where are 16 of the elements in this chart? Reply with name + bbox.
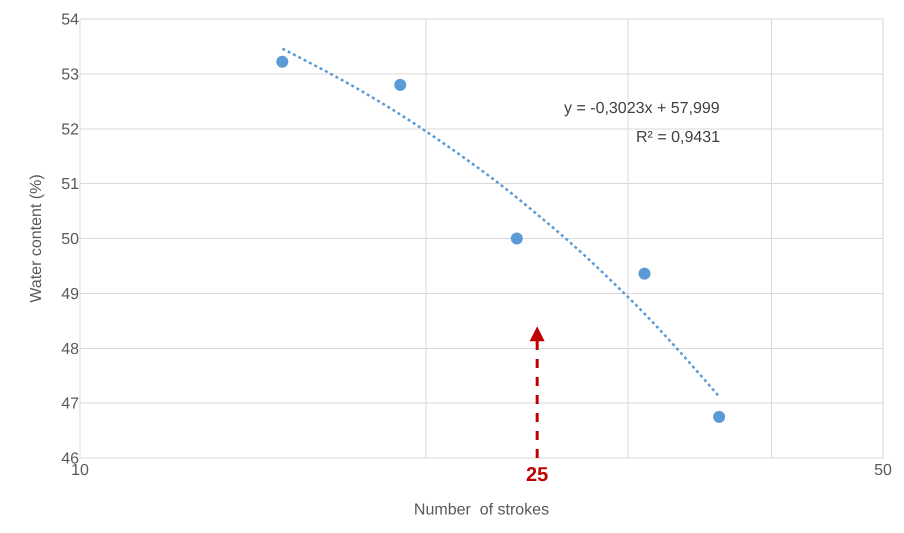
y-tick-label: 51 <box>61 176 80 194</box>
y-tick-label: 54 <box>61 12 80 29</box>
annotation: y = -0,3023x + 57,999 <box>564 100 720 117</box>
point <box>510 232 523 244</box>
annotation: R² = 0,9431 <box>636 129 720 146</box>
y-tick-label: 53 <box>61 66 80 84</box>
x-axis-title: Number of strokes <box>414 502 550 519</box>
y-tick-label: 48 <box>61 340 80 358</box>
ref-line-label: 25 <box>526 464 548 486</box>
point <box>276 56 288 68</box>
y-axis-title: Water content (%) <box>28 174 46 303</box>
y-tick-label: 47 <box>61 396 80 413</box>
y-tick-label: 50 <box>61 231 80 248</box>
y-tick-label: 49 <box>61 286 80 303</box>
y-tick-label: 52 <box>61 121 80 138</box>
point <box>394 78 406 91</box>
